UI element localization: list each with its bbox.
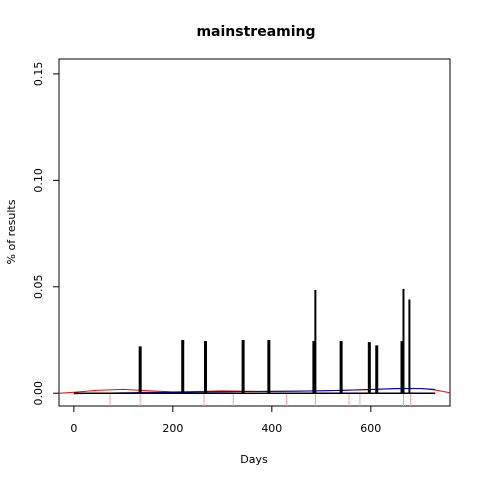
x-axis: 0 200 400 600 <box>70 406 381 435</box>
spike-bars <box>138 288 411 394</box>
chart-title: mainstreaming <box>196 24 315 40</box>
x-axis-label: Days <box>240 453 268 466</box>
y-tick-label: 0.10 <box>32 168 45 193</box>
x-tick-label: 0 <box>70 422 77 435</box>
y-axis: 0.00 0.05 0.10 0.15 <box>32 62 59 406</box>
x-tick-label: 600 <box>360 422 381 435</box>
y-axis-label: % of results <box>5 199 18 264</box>
y-tick-label: 0.00 <box>32 381 45 406</box>
y-tick-label: 0.15 <box>32 62 45 87</box>
smooth-lines <box>58 387 451 395</box>
plot-frame <box>58 58 451 407</box>
x-tick-label: 400 <box>261 422 282 435</box>
rug-marks <box>109 394 411 406</box>
y-tick-label: 0.05 <box>32 275 45 300</box>
x-tick-label: 200 <box>162 422 183 435</box>
